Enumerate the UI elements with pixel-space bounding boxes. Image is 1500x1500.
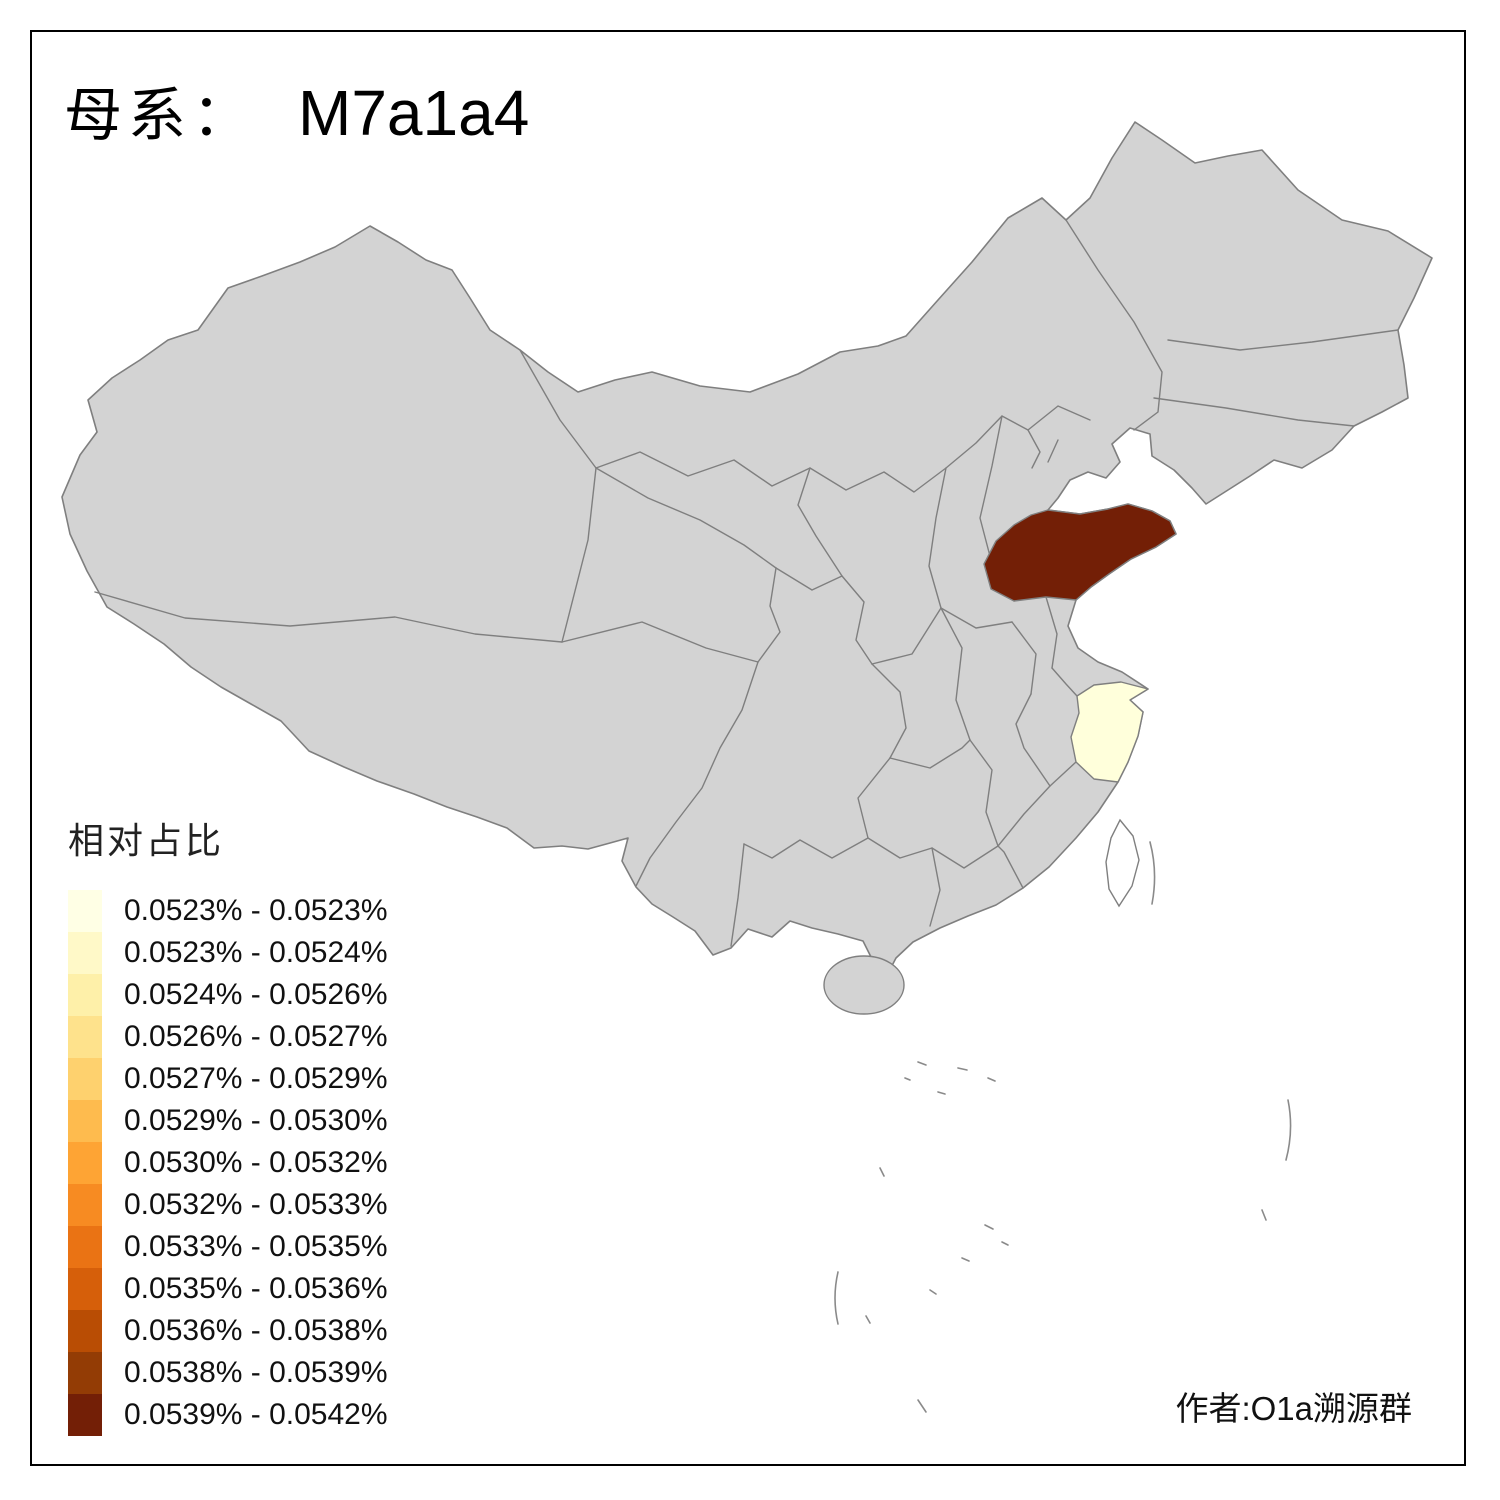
legend-item: 0.0523% - 0.0524% [68, 932, 388, 974]
legend-label: 0.0532% - 0.0533% [124, 1188, 388, 1221]
legend-swatch [68, 1352, 102, 1394]
legend-label: 0.0533% - 0.0535% [124, 1230, 388, 1263]
legend-item: 0.0527% - 0.0529% [68, 1058, 388, 1100]
legend-item: 0.0536% - 0.0538% [68, 1310, 388, 1352]
legend-swatch [68, 1100, 102, 1142]
legend-item: 0.0538% - 0.0539% [68, 1352, 388, 1394]
legend-label: 0.0523% - 0.0524% [124, 936, 388, 969]
legend-label: 0.0523% - 0.0523% [124, 894, 388, 927]
legend-label: 0.0527% - 0.0529% [124, 1062, 388, 1095]
legend-label: 0.0530% - 0.0532% [124, 1146, 388, 1179]
legend-swatch [68, 1394, 102, 1436]
legend-title: 相对占比 [68, 820, 225, 861]
legend-label: 0.0539% - 0.0542% [124, 1398, 388, 1431]
legend-rows: 0.0523% - 0.0523% 0.0523% - 0.0524% 0.05… [68, 890, 388, 1436]
figure-border [30, 30, 1466, 1466]
legend-label: 0.0535% - 0.0536% [124, 1272, 388, 1305]
legend-item: 0.0524% - 0.0526% [68, 974, 388, 1016]
province-borders [94, 219, 1399, 947]
legend-item: 0.0526% - 0.0527% [68, 1016, 388, 1058]
legend-swatch [68, 932, 102, 974]
legend-item: 0.0532% - 0.0533% [68, 1184, 388, 1226]
legend-swatch [68, 1016, 102, 1058]
author-credit: 作者:O1a溯源群 [1175, 1390, 1412, 1427]
legend-swatch [68, 1310, 102, 1352]
legend-item: 0.0523% - 0.0523% [68, 890, 388, 932]
legend-swatch [68, 974, 102, 1016]
legend-label: 0.0529% - 0.0530% [124, 1104, 388, 1137]
legend-label: 0.0536% - 0.0538% [124, 1314, 388, 1347]
legend-item: 0.0539% - 0.0542% [68, 1394, 388, 1436]
legend-label: 0.0526% - 0.0527% [124, 1020, 388, 1053]
legend-item: 0.0530% - 0.0532% [68, 1142, 388, 1184]
south-china-sea-islands [834, 841, 1292, 1413]
legend-item: 0.0533% - 0.0535% [68, 1226, 388, 1268]
legend: 相对占比 0.0523% - 0.0523% 0.0523% - 0.0524%… [68, 812, 388, 1436]
legend-item: 0.0535% - 0.0536% [68, 1268, 388, 1310]
legend-swatch [68, 1142, 102, 1184]
figure-title: 母系： M7a1a4 [64, 68, 529, 152]
province-shandong [983, 503, 1177, 602]
legend-swatch [68, 890, 102, 932]
title-haplogroup: M7a1a4 [298, 77, 530, 149]
hainan-island [823, 955, 905, 1015]
legend-swatch [68, 1184, 102, 1226]
legend-label: 0.0524% - 0.0526% [124, 978, 388, 1011]
legend-swatch [68, 1226, 102, 1268]
taiwan-island [1105, 818, 1140, 908]
legend-item: 0.0529% - 0.0530% [68, 1100, 388, 1142]
province-zhejiang [1070, 681, 1149, 783]
title-prefix: 母系： [64, 83, 257, 148]
legend-swatch [68, 1058, 102, 1100]
legend-swatch [68, 1268, 102, 1310]
legend-label: 0.0538% - 0.0539% [124, 1356, 388, 1389]
